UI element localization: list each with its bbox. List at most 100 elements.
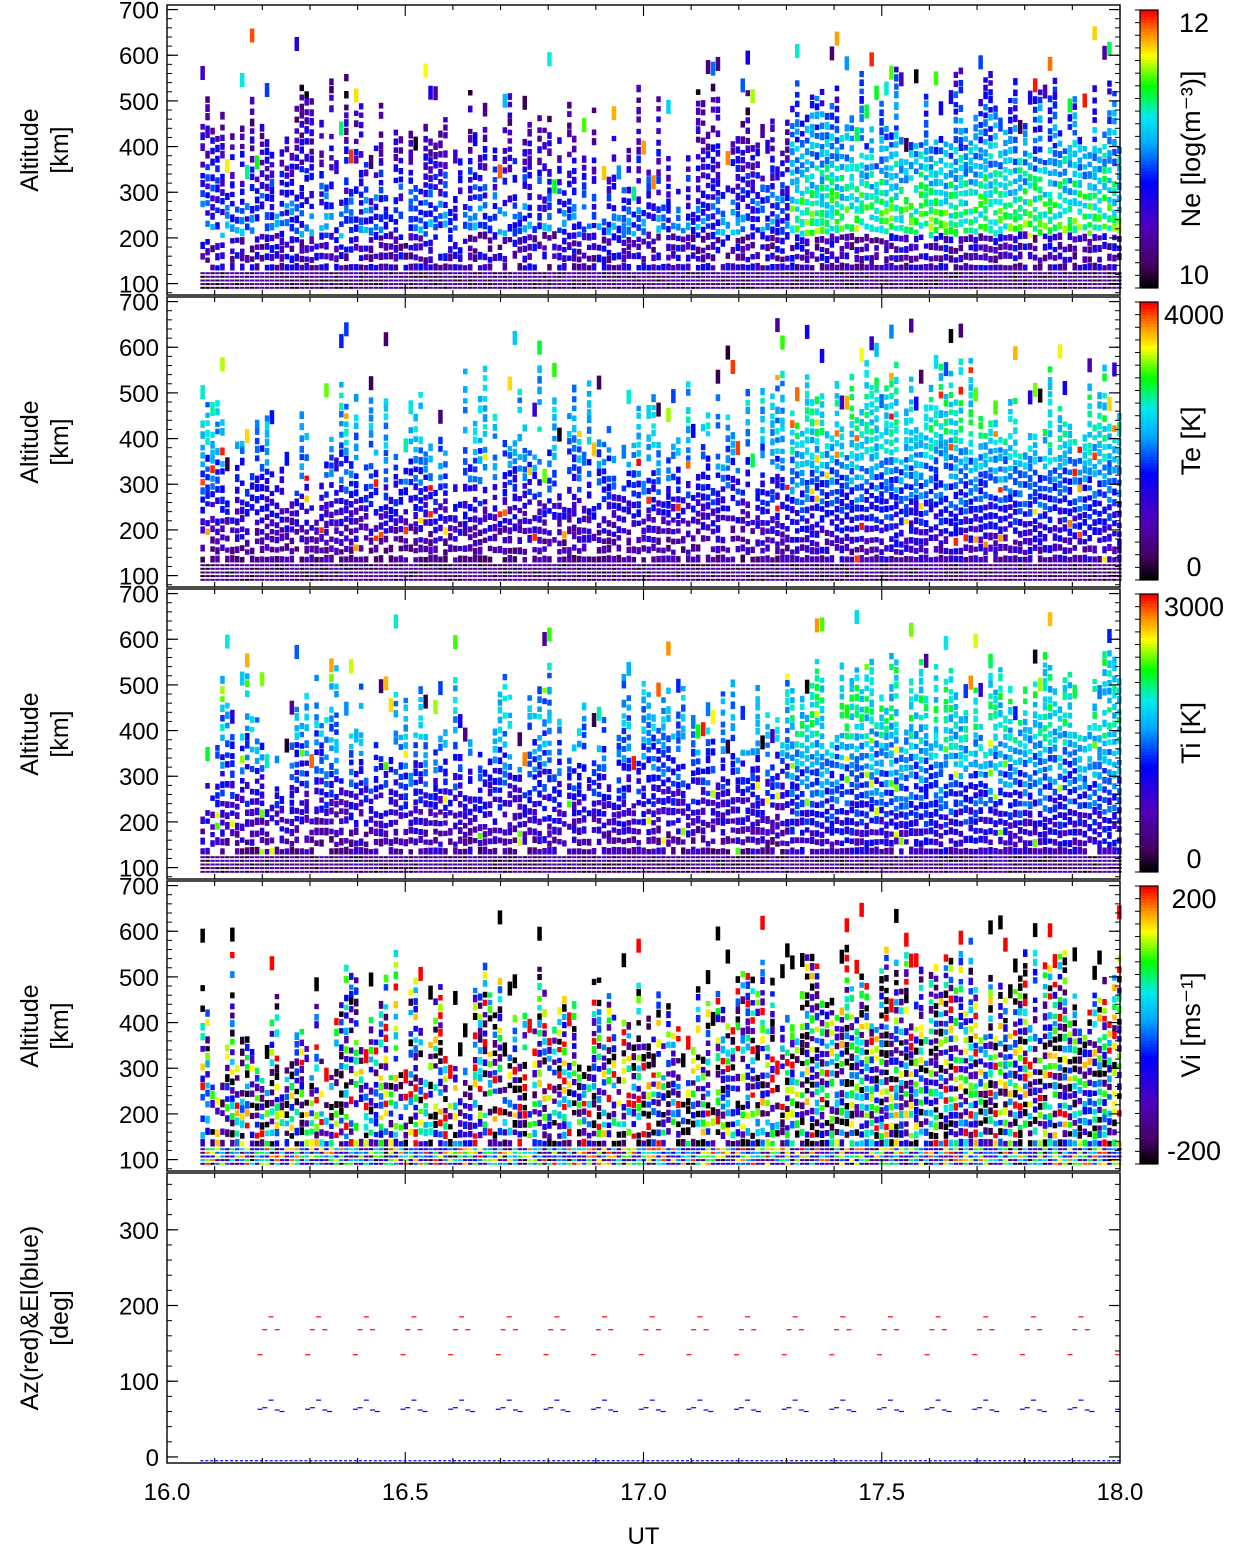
heatmap-cell	[245, 279, 250, 282]
heatmap-cell	[869, 262, 874, 271]
heatmap-cell	[299, 423, 304, 431]
heatmap-cell	[527, 204, 532, 211]
heatmap-cell	[1112, 110, 1117, 117]
heatmap-cell	[463, 567, 468, 570]
heatmap-cell	[557, 549, 562, 555]
heatmap-cell	[671, 275, 676, 278]
heatmap-cell	[294, 227, 299, 234]
heatmap-cell	[914, 279, 919, 282]
heatmap-cell	[948, 246, 954, 254]
heatmap-cell	[800, 120, 805, 127]
heatmap-cell	[363, 169, 369, 177]
heatmap-cell	[299, 564, 304, 567]
heatmap-cell	[780, 218, 785, 224]
heatmap-cell	[1057, 140, 1063, 147]
heatmap-cell	[958, 286, 964, 289]
heatmap-cell	[765, 185, 770, 193]
heatmap-cell	[383, 535, 389, 543]
heatmap-cell	[1087, 213, 1092, 219]
heatmap-cell	[596, 254, 602, 263]
heatmap-cell	[621, 230, 627, 238]
heatmap-cell	[284, 165, 290, 171]
heatmap-cell	[725, 455, 731, 463]
heatmap-cell	[1047, 158, 1053, 165]
heatmap-cell	[1092, 275, 1097, 278]
heatmap-cell	[517, 211, 522, 220]
heatmap-cell	[443, 132, 448, 139]
heatmap-cell	[651, 470, 656, 476]
heatmap-cell	[537, 458, 542, 465]
heatmap-cell	[933, 265, 939, 271]
heatmap-cell	[591, 512, 597, 520]
heatmap-cell	[631, 272, 636, 275]
heatmap-cell	[468, 526, 473, 533]
heatmap-cell	[809, 101, 815, 109]
heatmap-cell	[339, 199, 344, 206]
heatmap-cell	[849, 157, 854, 163]
heatmap-cell	[423, 486, 428, 492]
heatmap-cell	[730, 475, 736, 483]
heatmap-cell	[611, 283, 617, 286]
heatmap-cell	[572, 223, 577, 230]
heatmap-cell	[200, 190, 205, 197]
heatmap-cell	[383, 520, 389, 526]
heatmap-cell	[695, 567, 701, 570]
heatmap-cell	[358, 279, 364, 282]
heatmap-cell	[814, 142, 820, 149]
heatmap-cell	[354, 564, 359, 567]
heatmap-cell	[641, 238, 646, 245]
heatmap-cell	[443, 272, 448, 275]
heatmap-cell	[383, 547, 389, 554]
heatmap-cell	[537, 340, 542, 355]
heatmap-cell	[844, 263, 850, 271]
heatmap-cell	[636, 207, 641, 215]
heatmap-cell	[398, 571, 404, 574]
heatmap-cell	[502, 567, 508, 570]
heatmap-cell	[532, 471, 537, 480]
heatmap-cell	[715, 525, 721, 533]
heatmap-cell	[512, 493, 518, 502]
heatmap-cell	[641, 275, 646, 278]
heatmap-cell	[249, 227, 255, 234]
heatmap-cell	[438, 200, 443, 208]
heatmap-cell	[849, 286, 854, 289]
heatmap-cell	[666, 520, 671, 526]
heatmap-cell	[502, 127, 508, 134]
heatmap-cell	[790, 279, 795, 282]
heatmap-cell	[269, 535, 275, 543]
heatmap-cell	[834, 165, 840, 172]
heatmap-cell	[567, 279, 572, 282]
heatmap-cell	[264, 243, 270, 250]
heatmap-cell	[770, 155, 775, 163]
heatmap-cell	[477, 205, 483, 212]
heatmap-cell	[641, 527, 646, 535]
heatmap-cell	[329, 213, 334, 220]
heatmap-cell	[651, 504, 656, 512]
heatmap-cell	[215, 184, 220, 193]
heatmap-cell	[1102, 279, 1107, 282]
heatmap-cell	[547, 567, 552, 570]
heatmap-cell	[983, 279, 988, 282]
heatmap-cell	[215, 518, 220, 526]
heatmap-cell	[671, 222, 676, 230]
heatmap-cell	[750, 279, 755, 282]
heatmap-cell	[829, 188, 835, 196]
heatmap-cell	[344, 112, 349, 119]
heatmap-cell	[512, 571, 518, 574]
heatmap-cell	[963, 209, 968, 215]
heatmap-cell	[750, 185, 755, 194]
heatmap-cell	[1067, 124, 1073, 130]
heatmap-cell	[363, 567, 369, 570]
heatmap-cell	[398, 176, 404, 183]
heatmap-cell	[577, 567, 582, 570]
heatmap-cell	[596, 272, 602, 275]
heatmap-cell	[993, 198, 998, 205]
heatmap-cell	[715, 272, 721, 275]
heatmap-cell	[804, 264, 810, 271]
heatmap-cell	[240, 286, 245, 289]
heatmap-cell	[537, 194, 542, 200]
heatmap-cell	[854, 283, 859, 286]
heatmap-cell	[502, 564, 508, 567]
heatmap-cell	[611, 222, 617, 230]
heatmap-cell	[1077, 275, 1082, 278]
